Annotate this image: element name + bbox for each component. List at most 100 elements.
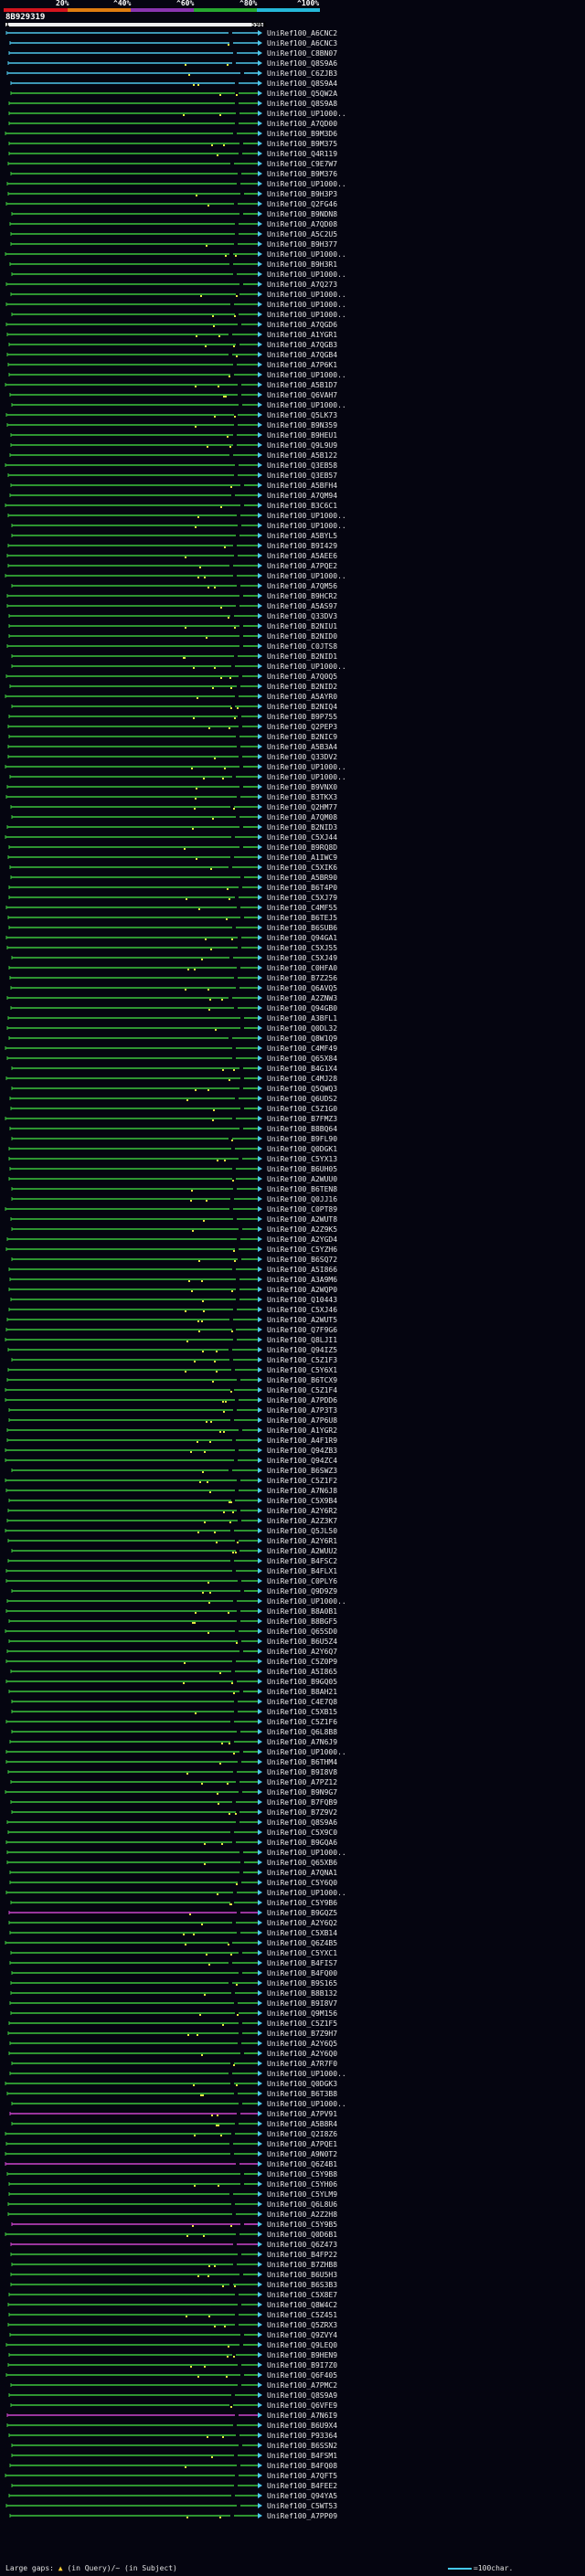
hit-label[interactable]: UniRef100_A2Z3K7 (267, 1517, 338, 1525)
hit-row[interactable] (11, 2061, 262, 2066)
hit-label[interactable]: UniRef100_C5XJ79 (267, 894, 338, 902)
hit-row[interactable] (8, 111, 262, 116)
hit-label[interactable]: UniRef100_A9N0T2 (267, 2150, 338, 2158)
hit-label[interactable]: UniRef100_B6U5H3 (267, 2271, 338, 2279)
hit-label[interactable]: UniRef100_C5X9C0 (267, 1829, 338, 1837)
hit-label[interactable]: UniRef100_B8B132 (267, 1989, 338, 1998)
hit-row[interactable] (7, 2322, 262, 2327)
hit-row[interactable] (9, 2000, 262, 2006)
hit-row[interactable] (11, 271, 262, 277)
hit-row[interactable] (5, 412, 262, 418)
hit-row[interactable] (10, 1216, 262, 1222)
hit-label[interactable]: UniRef100_A7QFT5 (267, 2472, 338, 2480)
hit-label[interactable]: UniRef100_A2WUU0 (267, 1175, 338, 1183)
hit-label[interactable]: UniRef100_A7QM56 (267, 582, 338, 590)
hit-row[interactable] (9, 1960, 262, 1966)
hit-row[interactable] (9, 774, 262, 779)
hit-label[interactable]: UniRef100_B9M375 (267, 140, 338, 148)
hit-row[interactable] (5, 1246, 262, 1252)
hit-label[interactable]: UniRef100_UP1000.. (267, 522, 346, 530)
hit-row[interactable] (5, 1076, 262, 1081)
hit-row[interactable] (5, 673, 262, 679)
hit-row[interactable] (9, 2041, 262, 2046)
hit-label[interactable]: UniRef100_A7PQE2 (267, 562, 338, 570)
hit-label[interactable]: UniRef100_B6SSN2 (267, 2442, 338, 2450)
hit-row[interactable] (9, 1277, 262, 1282)
hit-row[interactable] (5, 1628, 262, 1634)
hit-row[interactable] (6, 422, 262, 428)
hit-label[interactable]: UniRef100_C5Z1G0 (267, 1105, 338, 1113)
hit-label[interactable]: UniRef100_A4F1R9 (267, 1436, 338, 1445)
hit-row[interactable] (8, 1407, 262, 1413)
hit-label[interactable]: UniRef100_A3A9M6 (267, 1276, 338, 1284)
hit-label[interactable]: UniRef100_Q8S9A9 (267, 2391, 338, 2400)
hit-row[interactable] (5, 2151, 262, 2157)
hit-row[interactable] (8, 141, 262, 146)
hit-label[interactable]: UniRef100_B9H3R1 (267, 260, 338, 269)
hit-label[interactable]: UniRef100_UP1000.. (267, 1849, 346, 1857)
hit-label[interactable]: UniRef100_UP1000.. (267, 1597, 346, 1606)
hit-label[interactable]: UniRef100_A7N6J8 (267, 1487, 338, 1495)
hit-label[interactable]: UniRef100_B9NDN8 (267, 210, 338, 218)
hit-label[interactable]: UniRef100_Q94IZ5 (267, 1346, 338, 1354)
hit-label[interactable]: UniRef100_B4FEE2 (267, 2482, 338, 2490)
hit-row[interactable] (7, 1347, 262, 1352)
hit-label[interactable]: UniRef100_A7PQE1 (267, 2140, 338, 2148)
hit-label[interactable]: UniRef100_A7QNA1 (267, 1869, 338, 1877)
hit-label[interactable]: UniRef100_C5Y6Q0 (267, 1879, 338, 1887)
hit-label[interactable]: UniRef100_B8BGF5 (267, 1617, 338, 1626)
hit-row[interactable] (7, 854, 262, 860)
hit-row[interactable] (8, 2181, 262, 2187)
hit-row[interactable] (9, 1166, 262, 1171)
hit-label[interactable]: UniRef100_B9I8V7 (267, 1999, 338, 2008)
hit-label[interactable]: UniRef100_Q6UDS2 (267, 1095, 338, 1103)
hit-row[interactable] (10, 2282, 262, 2287)
hit-label[interactable]: UniRef100_UP1000.. (267, 301, 346, 309)
hit-row[interactable] (6, 1437, 262, 1443)
hit-row[interactable] (10, 2382, 262, 2388)
hit-label[interactable]: UniRef100_B6T3B8 (267, 2090, 338, 2098)
hit-label[interactable]: UniRef100_C0PLY6 (267, 1577, 338, 1585)
hit-row[interactable] (10, 2242, 262, 2247)
hit-row[interactable] (7, 1829, 262, 1835)
hit-row[interactable] (7, 2362, 262, 2368)
hit-row[interactable] (8, 1689, 262, 1694)
hit-label[interactable]: UniRef100_B4FSC2 (267, 1557, 338, 1565)
hit-label[interactable]: UniRef100_B9P755 (267, 713, 338, 721)
hit-label[interactable]: UniRef100_B9N9G7 (267, 1788, 338, 1797)
hit-label[interactable]: UniRef100_A5AEE6 (267, 552, 338, 560)
hit-row[interactable] (11, 1256, 262, 1262)
hit-label[interactable]: UniRef100_A7PP09 (267, 2512, 338, 2520)
hit-row[interactable] (5, 2141, 262, 2147)
hit-label[interactable]: UniRef100_Q2FG46 (267, 200, 338, 208)
hit-row[interactable] (7, 2302, 262, 2307)
hit-label[interactable]: UniRef100_A5B1D7 (267, 381, 338, 389)
hit-row[interactable] (7, 1558, 262, 1564)
hit-row[interactable] (8, 1267, 262, 1272)
hit-row[interactable] (10, 2272, 262, 2277)
hit-row[interactable] (7, 1015, 262, 1021)
hit-row[interactable] (6, 1850, 262, 1855)
hit-label[interactable]: UniRef100_B9N359 (267, 421, 338, 429)
hit-row[interactable] (11, 1196, 262, 1202)
hit-row[interactable] (8, 372, 262, 377)
hit-label[interactable]: UniRef100_Q6L8B8 (267, 1728, 338, 1736)
hit-row[interactable] (8, 885, 262, 890)
hit-label[interactable]: UniRef100_UP1000.. (267, 291, 346, 299)
hit-label[interactable]: UniRef100_B4FQ08 (267, 2462, 338, 2470)
hit-label[interactable]: UniRef100_Q5ZRX3 (267, 2321, 338, 2329)
hit-row[interactable] (10, 1950, 262, 1956)
hit-label[interactable]: UniRef100_A2YGD4 (267, 1235, 338, 1244)
hit-label[interactable]: UniRef100_B2NIQ4 (267, 703, 338, 711)
hit-label[interactable]: UniRef100_C5Z0P9 (267, 1658, 338, 1666)
hit-row[interactable] (8, 613, 262, 619)
hit-row[interactable] (7, 1538, 262, 1543)
hit-label[interactable]: UniRef100_Q8LJI1 (267, 1336, 338, 1344)
hit-label[interactable]: UniRef100_Q6Z473 (267, 2241, 338, 2249)
hit-label[interactable]: UniRef100_B2NID3 (267, 823, 338, 832)
hit-row[interactable] (11, 1468, 262, 1473)
hit-label[interactable]: UniRef100_A5BR90 (267, 874, 338, 882)
hit-label[interactable]: UniRef100_UP1000.. (267, 2070, 346, 2078)
hit-row[interactable] (7, 1769, 262, 1775)
hit-row[interactable] (5, 1749, 262, 1754)
